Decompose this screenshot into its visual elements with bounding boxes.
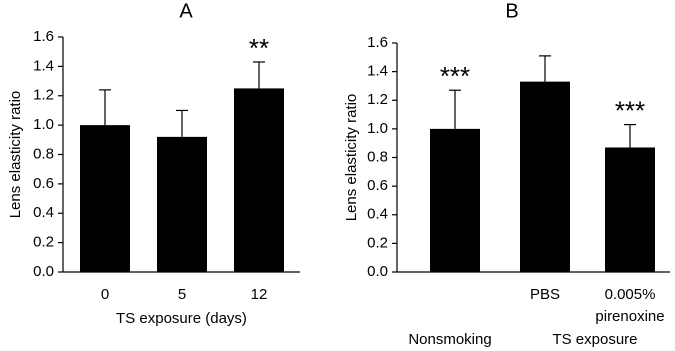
y-tick-label: 1.4 [367,63,388,80]
bar [80,125,130,272]
y-tick-label: 0.2 [33,234,54,251]
group-label: TS exposure [552,331,637,348]
y-axis-label: Lens elasticity ratio [7,91,24,219]
significance-label: ** [249,33,269,63]
bar [157,136,207,272]
bar [520,81,570,272]
y-tick-label: 0.2 [367,234,388,251]
y-tick-label: 1.2 [367,91,388,108]
x-tick-label: 0 [101,286,109,303]
y-tick-label: 0.8 [367,148,388,165]
y-tick-label: 1.0 [367,120,388,137]
significance-label: *** [615,95,645,125]
y-tick-label: 1.6 [33,28,54,45]
bar [430,128,480,272]
significance-label: *** [440,61,470,91]
y-tick-label: 1.2 [33,87,54,104]
chart-title: B [505,0,518,22]
x-axis-label: TS exposure (days) [116,310,247,327]
y-tick-label: 0.4 [367,206,388,223]
y-tick-label: 0.0 [33,263,54,280]
y-axis-label: Lens elasticity ratio [343,94,360,222]
y-tick-label: 0.6 [367,177,388,194]
y-tick-label: 0.6 [33,175,54,192]
x-tick-label: PBS [530,286,560,303]
y-tick-label: 1.4 [33,57,54,74]
bar [234,88,284,272]
chart-title: A [179,0,193,22]
x-tick-label: 0.005% pirenoxine [595,286,664,325]
bar [605,147,655,272]
y-tick-label: 0.8 [33,145,54,162]
x-tick-label: 5 [178,286,186,303]
y-tick-label: 1.6 [367,34,388,51]
y-tick-label: 0.0 [367,263,388,280]
y-tick-label: 0.4 [33,204,54,221]
y-tick-label: 1.0 [33,116,54,133]
group-label: Nonsmoking [408,331,491,348]
x-tick-label: 12 [251,286,268,303]
